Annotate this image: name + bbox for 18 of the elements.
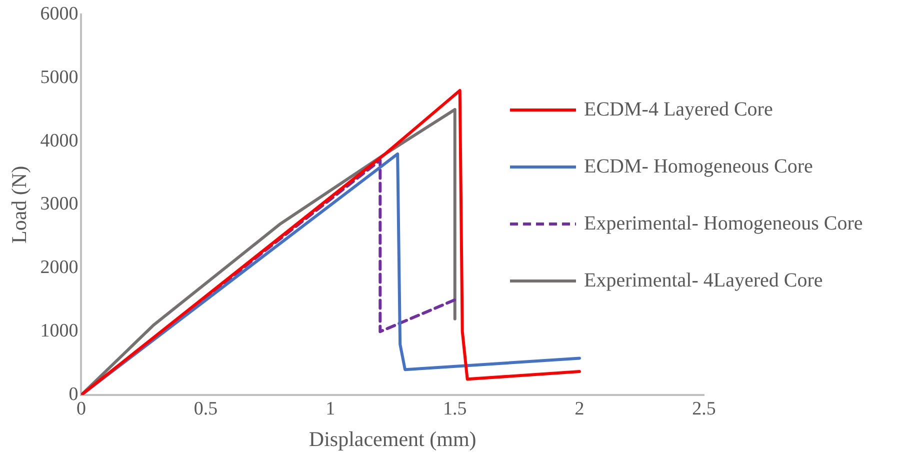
y-axis-title: Load (N) xyxy=(7,166,32,244)
y-tick-label: 3000 xyxy=(40,194,78,215)
x-tick-label: 1 xyxy=(326,398,336,420)
legend-label: Experimental- 4Layered Core xyxy=(584,269,823,292)
y-tick-label: 1000 xyxy=(40,320,78,342)
x-tick-label: 1.5 xyxy=(443,398,467,420)
x-tick-label: 0.5 xyxy=(194,398,218,420)
x-tick-label: 2.5 xyxy=(692,398,716,420)
y-tick-label: 5000 xyxy=(40,66,78,88)
y-tick-label: 0 xyxy=(68,384,78,405)
legend-label: ECDM- Homogeneous Core xyxy=(584,155,813,178)
legend-label: ECDM-4 Layered Core xyxy=(584,98,773,120)
y-tick-label: 6000 xyxy=(40,3,78,24)
x-axis-title: Displacement (mm) xyxy=(308,426,476,451)
legend-label: Experimental- Homogeneous Core xyxy=(584,212,863,234)
y-tick-label: 2000 xyxy=(40,257,78,278)
y-tick-label: 4000 xyxy=(40,130,78,152)
x-tick-label: 2 xyxy=(574,398,584,420)
